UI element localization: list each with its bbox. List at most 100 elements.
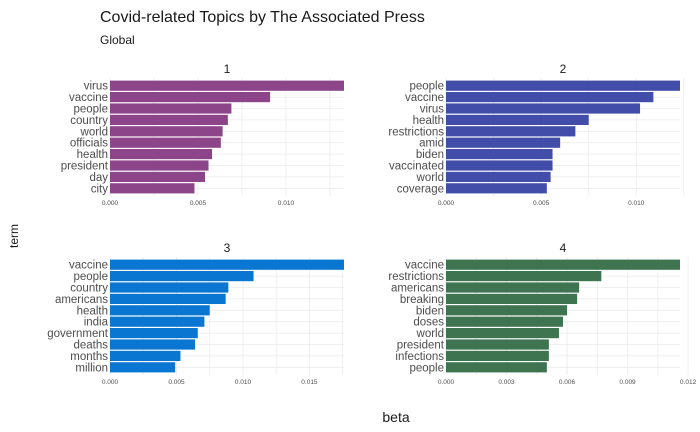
x-tick-label: 0.000 bbox=[102, 200, 119, 207]
term-label: biden bbox=[416, 149, 444, 161]
bar bbox=[446, 305, 568, 316]
bar bbox=[110, 114, 228, 125]
bar bbox=[110, 149, 213, 160]
term-label: officials bbox=[70, 138, 108, 150]
x-tick-label: 0.010 bbox=[235, 379, 252, 386]
term-label: president bbox=[61, 161, 109, 173]
bar bbox=[446, 282, 580, 293]
term-label: world bbox=[416, 172, 444, 184]
term-label: breaking bbox=[400, 294, 444, 306]
y-axis-title: term bbox=[7, 224, 21, 248]
bar bbox=[446, 160, 553, 171]
bar bbox=[110, 305, 210, 316]
bar bbox=[110, 80, 344, 91]
term-label: doses bbox=[413, 317, 444, 329]
bar bbox=[446, 183, 547, 194]
x-axis-title: beta bbox=[382, 409, 409, 425]
bar bbox=[110, 339, 196, 350]
term-label: months bbox=[70, 351, 108, 363]
bar bbox=[446, 350, 549, 361]
facet-panel-2: 2 peoplevaccinevirushealthrestrictionsami… bbox=[388, 62, 685, 207]
x-tick-label: 0.000 bbox=[438, 200, 455, 207]
bar bbox=[110, 171, 206, 182]
facet-title: 3 bbox=[224, 241, 231, 255]
x-tick-label: 0.012 bbox=[680, 379, 697, 386]
term-label: vaccine bbox=[405, 92, 444, 104]
term-label: amid bbox=[419, 138, 444, 150]
bar bbox=[110, 350, 181, 361]
bar bbox=[110, 126, 223, 137]
facet-panel-1: 1 virusvaccinepeoplecountryworldofficials… bbox=[61, 62, 344, 207]
bar bbox=[110, 271, 254, 282]
bar bbox=[446, 316, 563, 327]
bar bbox=[110, 362, 176, 373]
term-label: world bbox=[80, 126, 108, 138]
chart-subtitle: Global bbox=[100, 33, 135, 47]
term-label: vaccine bbox=[69, 92, 108, 104]
x-tick-label: 0.005 bbox=[533, 200, 550, 207]
bar bbox=[446, 149, 553, 160]
term-label: vaccine bbox=[405, 260, 444, 272]
bar bbox=[446, 137, 561, 148]
bar bbox=[110, 183, 195, 194]
bar bbox=[110, 259, 344, 270]
bar bbox=[110, 293, 226, 304]
term-label: americans bbox=[55, 294, 108, 306]
facet-panels: 1virusvaccinepeoplecountryworldofficials… bbox=[47, 62, 696, 386]
term-label: country bbox=[70, 115, 108, 127]
term-label: government bbox=[47, 328, 109, 340]
x-tick-label: 0.000 bbox=[438, 379, 455, 386]
x-tick-label: 0.015 bbox=[301, 379, 318, 386]
bar bbox=[446, 126, 576, 137]
x-tick-label: 0.010 bbox=[278, 200, 295, 207]
term-label: vaccinated bbox=[389, 161, 444, 173]
bar bbox=[446, 362, 547, 373]
bar bbox=[446, 328, 559, 339]
facet-panel-3: 3 vaccinepeoplecountryamericanshealthindi… bbox=[47, 241, 344, 386]
bar bbox=[110, 282, 229, 293]
x-tick-label: 0.005 bbox=[190, 200, 207, 207]
term-label: virus bbox=[84, 81, 109, 93]
term-label: people bbox=[409, 362, 444, 374]
term-label: people bbox=[73, 271, 108, 283]
term-label: country bbox=[70, 283, 108, 295]
term-label: city bbox=[91, 183, 109, 195]
term-label: people bbox=[73, 104, 108, 116]
x-tick-label: 0.009 bbox=[619, 379, 636, 386]
facet-title: 4 bbox=[560, 241, 567, 255]
bar bbox=[446, 259, 680, 270]
facet-title: 1 bbox=[224, 62, 231, 76]
bar bbox=[446, 114, 589, 125]
term-label: restrictions bbox=[388, 126, 444, 138]
term-label: health bbox=[77, 149, 108, 161]
term-label: americans bbox=[391, 283, 444, 295]
x-tick-label: 0.010 bbox=[628, 200, 645, 207]
term-label: biden bbox=[416, 305, 444, 317]
x-tick-label: 0.006 bbox=[559, 379, 576, 386]
term-label: president bbox=[397, 340, 445, 352]
bar bbox=[110, 103, 232, 114]
term-label: health bbox=[77, 305, 108, 317]
bar bbox=[446, 271, 602, 282]
term-label: health bbox=[413, 115, 444, 127]
term-label: vaccine bbox=[69, 260, 108, 272]
term-label: world bbox=[416, 328, 444, 340]
term-label: india bbox=[84, 317, 109, 329]
bar bbox=[446, 171, 551, 182]
bar bbox=[110, 92, 271, 103]
x-tick-label: 0.000 bbox=[102, 379, 119, 386]
facet-panel-4: 4 vaccinerestrictionsamericansbreakingbid… bbox=[388, 241, 696, 386]
chart-title: Covid-related Topics by The Associated P… bbox=[100, 9, 425, 26]
term-label: deaths bbox=[73, 340, 108, 352]
bar bbox=[446, 339, 549, 350]
bar bbox=[446, 293, 578, 304]
bar bbox=[446, 80, 680, 91]
term-label: coverage bbox=[397, 183, 444, 195]
bar bbox=[110, 316, 205, 327]
bar bbox=[446, 92, 654, 103]
term-label: day bbox=[89, 172, 108, 184]
bar bbox=[446, 103, 641, 114]
x-tick-label: 0.003 bbox=[498, 379, 515, 386]
bar bbox=[110, 137, 221, 148]
